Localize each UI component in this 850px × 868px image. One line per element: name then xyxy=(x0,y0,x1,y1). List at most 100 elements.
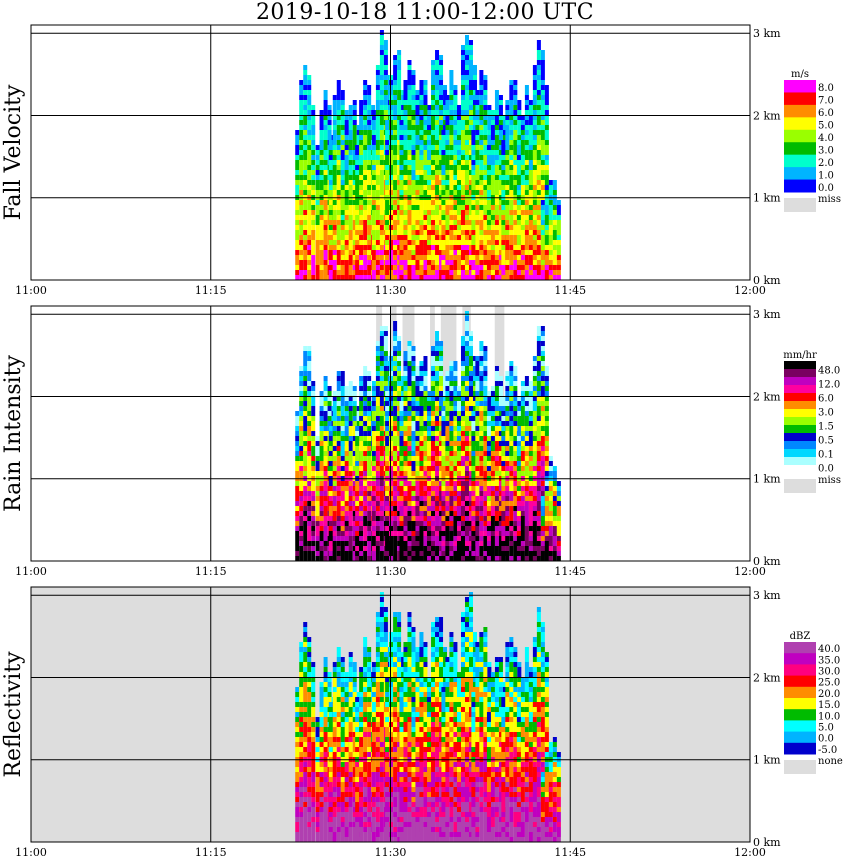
echo-pixel xyxy=(393,386,398,391)
echo-pixel xyxy=(393,411,398,416)
echo-pixel xyxy=(397,421,402,426)
echo-pixel xyxy=(375,115,380,120)
echo-pixel xyxy=(348,461,353,466)
echo-pixel xyxy=(375,381,380,386)
echo-pixel xyxy=(375,90,380,95)
echo-pixel xyxy=(464,170,469,175)
echo-pixel xyxy=(479,130,484,135)
echo-pixel xyxy=(375,165,380,170)
echo-pixel xyxy=(536,260,541,265)
echo-pixel xyxy=(540,60,545,65)
echo-pixel xyxy=(464,160,469,165)
echo-pixel xyxy=(540,170,545,175)
echo-pixel xyxy=(307,551,312,556)
echo-pixel xyxy=(441,255,446,260)
echo-pixel xyxy=(479,260,484,265)
echo-pixel xyxy=(352,230,357,235)
echo-pixel xyxy=(435,240,440,245)
echo-pixel xyxy=(315,245,320,250)
echo-pixel xyxy=(379,45,384,50)
echo-pixel xyxy=(479,150,484,155)
echo-pixel xyxy=(352,180,357,185)
echo-pixel xyxy=(393,481,398,486)
echo-pixel xyxy=(336,526,341,531)
echo-pixel xyxy=(383,341,388,346)
echo-pixel xyxy=(323,100,328,105)
echo-pixel xyxy=(419,431,424,436)
echo-pixel xyxy=(449,200,454,205)
echo-pixel xyxy=(536,150,541,155)
echo-pixel xyxy=(355,190,360,195)
echo-pixel xyxy=(319,265,324,270)
echo-pixel xyxy=(379,140,384,145)
echo-pixel xyxy=(344,511,349,516)
echo-pixel xyxy=(479,250,484,255)
echo-pixel xyxy=(449,130,454,135)
echo-pixel xyxy=(498,140,503,145)
echo-pixel xyxy=(340,165,345,170)
echo-pixel xyxy=(295,461,300,466)
echo-pixel xyxy=(407,451,412,456)
echo-pixel xyxy=(399,426,404,431)
echo-pixel xyxy=(319,546,324,551)
echo-pixel xyxy=(352,501,357,506)
echo-pixel xyxy=(332,110,337,115)
echo-pixel xyxy=(323,431,328,436)
echo-pixel xyxy=(486,165,491,170)
echo-pixel xyxy=(371,416,376,421)
echo-pixel xyxy=(415,105,420,110)
echo-pixel xyxy=(307,361,312,366)
echo-pixel xyxy=(397,205,402,210)
echo-pixel xyxy=(460,175,465,180)
echo-pixel xyxy=(303,70,308,75)
echo-pixel xyxy=(544,235,549,240)
echo-pixel xyxy=(299,225,304,230)
echo-pixel xyxy=(348,381,353,386)
echo-pixel xyxy=(479,235,484,240)
echo-pixel xyxy=(340,456,345,461)
echo-pixel xyxy=(385,441,390,446)
echo-pixel xyxy=(371,245,376,250)
echo-pixel xyxy=(505,165,510,170)
echo-pixel xyxy=(379,531,384,536)
echo-pixel xyxy=(498,135,503,140)
echo-pixel xyxy=(379,200,384,205)
echo-pixel xyxy=(367,371,372,376)
echo-pixel xyxy=(399,401,404,406)
echo-pixel xyxy=(323,446,328,451)
echo-pixel xyxy=(513,160,518,165)
echo-pixel xyxy=(328,225,333,230)
echo-pixel xyxy=(355,255,360,260)
echo-pixel xyxy=(375,436,380,441)
echo-pixel xyxy=(311,531,316,536)
echo-pixel xyxy=(524,255,529,260)
echo-pixel xyxy=(464,105,469,110)
echo-pixel xyxy=(389,180,394,185)
echo-pixel xyxy=(375,210,380,215)
echo-pixel xyxy=(443,115,448,120)
echo-pixel xyxy=(419,506,424,511)
echo-pixel xyxy=(528,220,533,225)
echo-pixel xyxy=(340,270,345,275)
echo-pixel xyxy=(490,155,495,160)
echo-pixel xyxy=(303,486,308,491)
echo-pixel xyxy=(383,40,388,45)
echo-pixel xyxy=(520,210,525,215)
echo-pixel xyxy=(344,250,349,255)
echo-pixel xyxy=(427,125,432,130)
echo-pixel xyxy=(371,531,376,536)
echo-pixel xyxy=(385,551,390,556)
echo-pixel xyxy=(367,531,372,536)
echo-pixel xyxy=(367,506,372,511)
echo-pixel xyxy=(319,110,324,115)
echo-pixel xyxy=(460,115,465,120)
echo-pixel xyxy=(517,135,522,140)
echo-pixel xyxy=(536,230,541,235)
echo-pixel xyxy=(315,446,320,451)
echo-pixel xyxy=(536,70,541,75)
echo-pixel xyxy=(315,541,320,546)
echo-pixel xyxy=(403,371,408,376)
echo-pixel xyxy=(359,461,364,466)
echo-pixel xyxy=(344,275,349,280)
echo-pixel xyxy=(328,436,333,441)
